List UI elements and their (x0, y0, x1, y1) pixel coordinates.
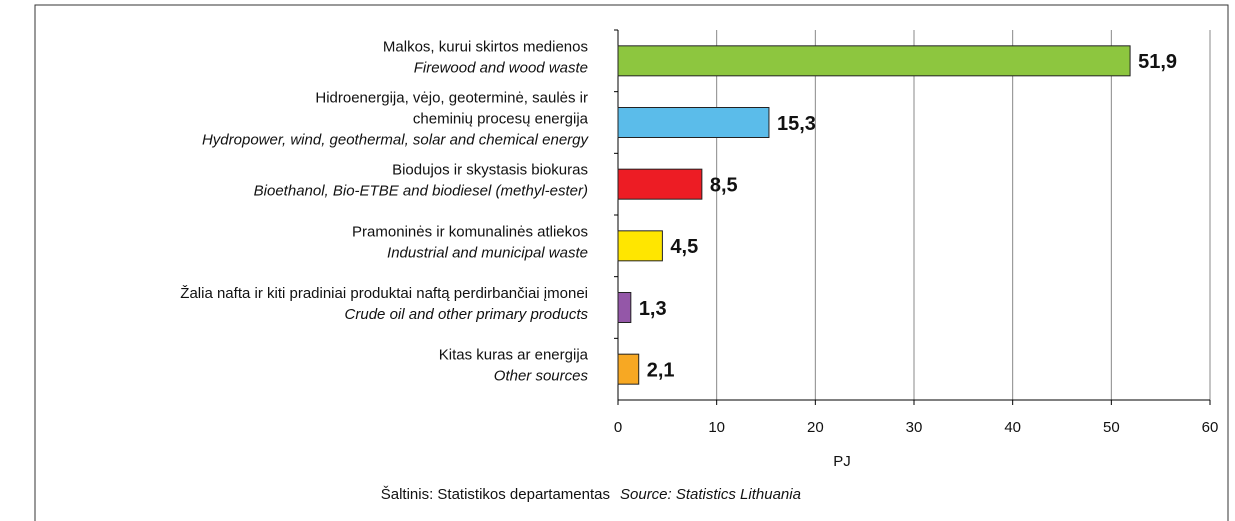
x-tick-label: 20 (807, 419, 824, 436)
x-axis-label: PJ (833, 453, 851, 470)
source-lt: Šaltinis: Statistikos departamentas (381, 486, 610, 503)
frame (34, 4, 1229, 521)
x-tick-label: 60 (1202, 419, 1219, 436)
category-label: Biodujos ir skystasis biokuras (392, 162, 588, 179)
x-tick-label: 40 (1004, 419, 1021, 436)
category-label: cheminių procesų energija (413, 110, 589, 127)
bar (617, 45, 1131, 77)
category-label: Industrial and municipal waste (387, 244, 588, 261)
x-tick-label: 30 (906, 419, 923, 436)
x-tick-label: 50 (1103, 419, 1120, 436)
value-label: 4,5 (670, 236, 698, 258)
category-label: Kitas kuras ar energija (439, 347, 589, 364)
category-label: Pramoninės ir komunalinės atliekos (352, 223, 588, 240)
bar (617, 230, 663, 262)
category-label: Hidroenergija, vėjo, geoterminė, saulės … (315, 89, 588, 106)
category-label: Malkos, kurui skirtos medienos (383, 38, 588, 55)
category-label: Bioethanol, Bio-ETBE and biodiesel (meth… (254, 183, 588, 200)
category-label: Other sources (494, 368, 589, 385)
x-tick-label: 10 (708, 419, 725, 436)
value-label: 15,3 (777, 113, 816, 135)
x-tick-label: 0 (614, 419, 622, 436)
bar (617, 353, 640, 385)
source-en: Source: Statistics Lithuania (620, 486, 801, 503)
bar (617, 168, 703, 200)
value-label: 8,5 (710, 174, 738, 196)
bar (617, 292, 632, 323)
value-label: 2,1 (647, 359, 675, 381)
value-label: 1,3 (639, 298, 667, 320)
bar (617, 107, 770, 138)
category-label: Firewood and wood waste (414, 59, 588, 76)
value-label: 51,9 (1138, 51, 1177, 73)
category-label: Crude oil and other primary products (345, 306, 589, 323)
category-label: Hydropower, wind, geothermal, solar and … (202, 131, 590, 148)
category-label: Žalia nafta ir kiti pradiniai produktai … (180, 285, 588, 302)
